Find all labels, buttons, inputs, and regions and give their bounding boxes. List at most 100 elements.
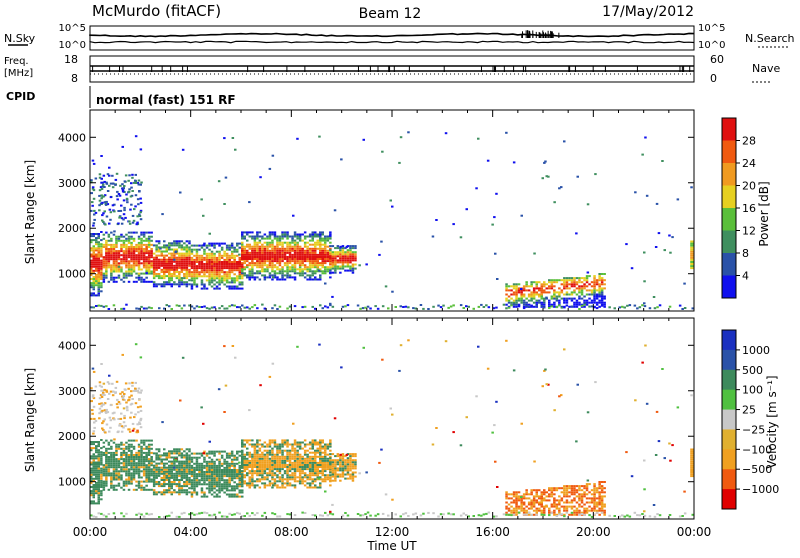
heatmap-cell — [98, 498, 101, 500]
heatmap-cell — [100, 486, 103, 488]
heatmap-cell — [145, 446, 148, 448]
heatmap-cell — [317, 248, 320, 250]
heatmap-cell — [304, 439, 307, 441]
heatmap-cell — [221, 263, 224, 265]
heatmap-cell — [246, 260, 249, 262]
heatmap-cell — [553, 304, 556, 306]
heatmap-cell — [133, 281, 136, 283]
heatmap-cell — [281, 487, 284, 489]
heatmap-cell — [100, 274, 103, 276]
heatmap-cell — [233, 263, 236, 265]
heatmap-cell — [178, 481, 181, 483]
heatmap-cell — [133, 468, 136, 470]
heatmap-cell — [528, 493, 531, 495]
heatmap-cell — [123, 452, 126, 454]
heatmap-cell — [544, 161, 547, 163]
heatmap-cell — [543, 302, 546, 304]
heatmap-cell — [115, 477, 118, 479]
heatmap-cell — [525, 510, 528, 512]
heatmap-cell — [286, 268, 289, 270]
heatmap-cell — [271, 472, 274, 474]
heatmap-cell — [223, 279, 226, 281]
heatmap-cell — [520, 504, 523, 506]
heatmap-cell — [289, 476, 292, 478]
heatmap-cell — [206, 261, 209, 263]
heatmap-cell — [276, 480, 279, 482]
heatmap-cell — [226, 453, 229, 455]
heatmap-cell — [113, 260, 116, 262]
heatmap-cell — [319, 484, 322, 486]
heatmap-cell — [271, 240, 274, 242]
heatmap-cell — [178, 489, 181, 491]
heatmap-cell — [327, 454, 330, 456]
heatmap-cell — [571, 298, 574, 300]
heatmap-cell — [533, 514, 536, 516]
heatmap-cell — [163, 485, 166, 487]
heatmap-cell — [93, 441, 96, 443]
heatmap-cell — [226, 455, 229, 457]
heatmap-cell — [548, 281, 551, 283]
heatmap-cell — [226, 465, 229, 467]
heatmap-cell — [153, 269, 156, 271]
heatmap-cell — [176, 471, 179, 473]
heatmap-cell — [92, 160, 95, 162]
heatmap-cell — [221, 247, 224, 249]
heatmap-cell — [294, 260, 297, 262]
heatmap-cell — [309, 456, 312, 458]
heatmap-cell — [324, 464, 327, 466]
heatmap-cell — [213, 245, 216, 247]
heatmap-cell — [251, 484, 254, 486]
heatmap-cell — [309, 448, 312, 450]
heatmap-cell — [208, 259, 211, 261]
heatmap-cell — [533, 510, 536, 512]
colorbar-segment — [722, 276, 736, 299]
heatmap-cell — [155, 457, 158, 459]
heatmap-cell — [256, 454, 259, 456]
heatmap-cell — [216, 243, 219, 245]
colorbar-tick-label: 12 — [742, 225, 756, 238]
heatmap-cell — [211, 465, 214, 467]
heatmap-cell — [110, 266, 113, 268]
heatmap-cell — [264, 252, 267, 254]
heatmap-cell — [183, 259, 186, 261]
heatmap-cell — [176, 267, 179, 269]
heatmap-cell — [118, 277, 121, 279]
heatmap-cell — [558, 287, 561, 289]
heatmap-cell — [558, 187, 561, 189]
heatmap-cell — [115, 262, 118, 264]
heatmap-cell — [233, 475, 236, 477]
heatmap-cell — [178, 485, 181, 487]
heatmap-cell — [548, 302, 551, 304]
heatmap-cell — [143, 248, 146, 250]
heatmap-cell — [339, 474, 342, 476]
heatmap-cell — [254, 248, 257, 250]
heatmap-cell — [223, 259, 226, 261]
heatmap-cell — [206, 307, 209, 309]
heatmap-cell — [191, 275, 194, 277]
heatmap-cell — [133, 266, 136, 268]
heatmap-cell — [548, 307, 551, 309]
heatmap-cell — [279, 250, 282, 252]
heatmap-cell — [128, 275, 131, 277]
heatmap-cell — [327, 260, 330, 262]
heatmap-cell — [533, 489, 536, 491]
heatmap-cell — [655, 246, 658, 248]
heatmap-cell — [447, 307, 450, 309]
heatmap-cell — [161, 491, 164, 493]
heatmap-cell — [349, 476, 352, 478]
heatmap-cell — [259, 266, 262, 268]
heatmap-cell — [249, 484, 252, 486]
heatmap-cell — [546, 291, 549, 293]
heatmap-cell — [319, 246, 322, 248]
heatmap-cell — [319, 254, 322, 256]
heatmap-cell — [173, 283, 176, 285]
heatmap-cell — [291, 250, 294, 252]
heatmap-cell — [329, 450, 332, 452]
heatmap-cell — [218, 475, 221, 477]
heatmap-cell — [123, 185, 126, 187]
heatmap-cell — [137, 411, 140, 413]
heatmap-cell — [322, 256, 325, 258]
heatmap-cell — [596, 307, 599, 309]
heatmap-cell — [98, 272, 101, 274]
heatmap-cell — [299, 468, 302, 470]
